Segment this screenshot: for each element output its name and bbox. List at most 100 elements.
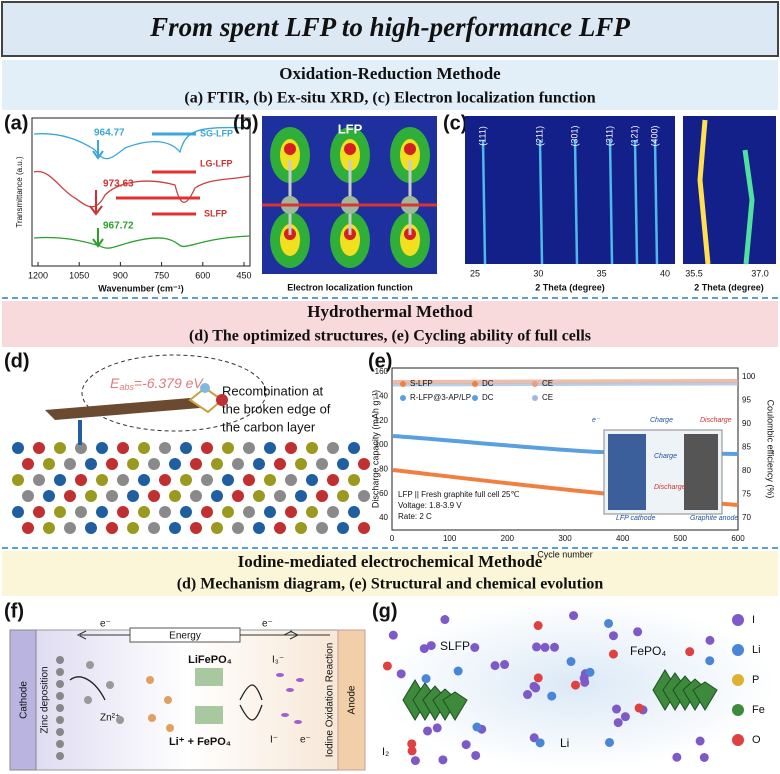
compound-label: Li⁺ + FePO₄ [169, 736, 231, 748]
electrode-label: Zinc deposition [40, 666, 51, 733]
section-heading: Hydrothermal Method [307, 302, 473, 321]
xrd-inset [683, 116, 776, 264]
atom [419, 644, 429, 654]
x-tick-label: 900 [113, 270, 128, 280]
panel-label: (g) [372, 600, 398, 622]
y-tick-label: 140 [375, 391, 389, 400]
atom [285, 442, 297, 454]
iodine [286, 688, 294, 692]
stripe [653, 139, 659, 265]
stripe [742, 149, 755, 265]
atom [569, 611, 579, 621]
y2-tick-label: 95 [742, 396, 751, 405]
legend-label: Fe [752, 704, 765, 716]
x-tick-label: 35.5 [685, 268, 703, 278]
atom [106, 522, 118, 534]
atom [12, 506, 24, 518]
arrow [69, 676, 106, 701]
atom [306, 474, 318, 486]
atom [106, 490, 118, 502]
atom [243, 442, 255, 454]
atom [612, 704, 622, 714]
electron-label: e⁻ [262, 619, 273, 630]
atom [85, 522, 97, 534]
atom [316, 458, 328, 470]
legend-swatch [732, 704, 744, 716]
atom [535, 738, 545, 748]
atom [295, 522, 307, 534]
plane-label: (301) [569, 125, 579, 146]
y2-tick-label: 90 [742, 419, 751, 428]
atom [274, 458, 286, 470]
wire [76, 630, 330, 640]
zn-atom [56, 680, 64, 688]
atom [685, 647, 695, 657]
atom [75, 506, 87, 518]
atom [264, 474, 276, 486]
stripe [633, 139, 639, 265]
panel-label: (a) [4, 112, 28, 134]
x-tick-label: 600 [731, 534, 745, 543]
atom [285, 506, 297, 518]
atom [169, 490, 181, 502]
legend-label: DC [482, 379, 494, 388]
ion-label: Li [560, 736, 569, 750]
atom [571, 680, 581, 690]
atom [566, 657, 576, 667]
atom [529, 733, 539, 743]
atom [117, 474, 129, 486]
stripe [481, 139, 487, 265]
legend-swatch [532, 395, 538, 401]
energy-subscript: abs [119, 382, 134, 392]
graphene [45, 398, 200, 420]
atom [222, 506, 234, 518]
inset-electrode [608, 434, 646, 510]
curve [33, 170, 251, 208]
y2-tick-label: 70 [742, 513, 751, 522]
legend-label: O [752, 734, 761, 746]
inset-label: Discharge [700, 417, 732, 424]
ion [84, 696, 92, 704]
atom [348, 506, 360, 518]
atom [348, 474, 360, 486]
section-heading: Iodine-mediated electrochemical Methode [238, 552, 543, 571]
atom [705, 656, 715, 666]
annotation: Recombination at [222, 383, 324, 398]
atom [85, 458, 97, 470]
atom [22, 490, 34, 502]
section-subtitle: (d) Mechanism diagram, (e) Structural an… [177, 576, 604, 593]
legend-label: SG-LFP [200, 128, 233, 138]
atom [585, 667, 595, 677]
atom [43, 522, 55, 534]
ion-label: Zn²⁺ [100, 713, 120, 724]
atom [529, 681, 539, 691]
note: Voltage: 1.8-3.9 V [398, 501, 462, 510]
electrode-label: Anode [347, 685, 358, 714]
plane-label: (121) [629, 125, 639, 146]
atom [43, 490, 55, 502]
cycle-arrows [239, 684, 263, 721]
atom [295, 490, 307, 502]
atom [316, 490, 328, 502]
atom [253, 458, 265, 470]
x-tick-label: 1050 [69, 270, 89, 280]
atom [432, 723, 442, 733]
atom [127, 458, 139, 470]
atom [440, 615, 450, 625]
legend-swatch [732, 644, 744, 656]
inset-label: Discharge [654, 484, 686, 491]
atom [232, 458, 244, 470]
x-tick-label: 750 [154, 270, 169, 280]
x-tick-label: 600 [195, 270, 210, 280]
atom [407, 746, 417, 756]
atom [407, 739, 417, 749]
x-ticks: 1200 1050 900 750 600 450 [28, 262, 252, 280]
xrd-art: (111) (211) (301) (311) (121) (400) 25 30 35 40 35… [470, 119, 769, 278]
atom [453, 666, 463, 676]
atom [532, 642, 542, 652]
y2-tick-label: 100 [742, 372, 756, 381]
atom [421, 674, 431, 684]
x-axis-label: 2 Theta (degree) [535, 282, 605, 292]
atom [148, 490, 160, 502]
panel-label: (d) [4, 350, 30, 372]
